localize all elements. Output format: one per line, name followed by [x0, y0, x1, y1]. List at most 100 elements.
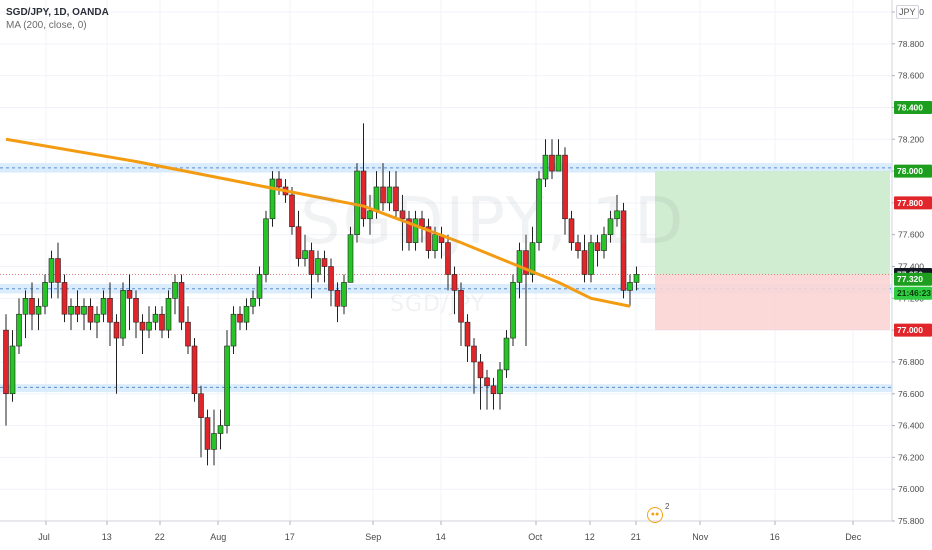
candle-up[interactable] [243, 305, 250, 323]
candle-down[interactable] [419, 218, 425, 228]
candle-up[interactable] [341, 282, 347, 307]
ma-200-line[interactable] [5, 137, 631, 308]
candle-up[interactable] [367, 210, 373, 220]
candle-up[interactable] [217, 425, 224, 434]
candle-up[interactable] [152, 313, 159, 323]
candle-down[interactable] [484, 377, 490, 387]
candle-down[interactable] [321, 258, 328, 267]
candle-down[interactable] [3, 329, 9, 395]
candle-up[interactable] [48, 258, 55, 283]
candle-up[interactable] [172, 282, 178, 299]
candle-up[interactable] [100, 298, 107, 315]
candle-up[interactable] [588, 242, 594, 275]
candle-up[interactable] [211, 433, 217, 450]
candle-up[interactable] [503, 337, 510, 371]
candle-up[interactable] [627, 282, 633, 291]
candle-up[interactable] [42, 282, 48, 307]
candle-up[interactable] [94, 313, 100, 323]
candle-up[interactable] [165, 298, 172, 331]
candle-up[interactable] [633, 274, 640, 283]
candle-up[interactable] [510, 282, 516, 339]
sr-zone-2[interactable] [0, 384, 892, 393]
candle-down[interactable] [393, 186, 399, 212]
price-label-target[interactable] [894, 100, 932, 114]
candle-up[interactable] [373, 186, 380, 212]
stop-zone[interactable] [655, 274, 890, 331]
candle-down[interactable] [55, 258, 61, 283]
candle-down[interactable] [360, 170, 367, 220]
candle-down[interactable] [620, 210, 627, 291]
candle-down[interactable] [425, 226, 432, 251]
candle-up[interactable] [230, 313, 237, 347]
candle-down[interactable] [477, 361, 484, 379]
price-label-stop[interactable] [894, 196, 932, 210]
candle-down[interactable] [549, 154, 555, 172]
candle-up[interactable] [529, 242, 536, 275]
candle-down[interactable] [308, 250, 315, 275]
candle-up[interactable] [536, 178, 542, 243]
candle-up[interactable] [302, 250, 308, 259]
candle-down[interactable] [399, 210, 406, 220]
candle-up[interactable] [250, 298, 256, 307]
candle-down[interactable] [139, 321, 146, 331]
candle-down[interactable] [464, 321, 471, 347]
candle-down[interactable] [87, 305, 94, 323]
candle-down[interactable] [204, 417, 211, 450]
candle-down[interactable] [159, 313, 165, 331]
candle-up[interactable] [607, 218, 614, 235]
candle-up[interactable] [432, 234, 438, 251]
candle-down[interactable] [458, 290, 464, 323]
candle-down[interactable] [295, 226, 302, 259]
candle-up[interactable] [542, 154, 549, 180]
candle-down[interactable] [198, 393, 204, 418]
candle-up[interactable] [315, 258, 321, 275]
candle-down[interactable] [178, 282, 185, 323]
candle-down[interactable] [328, 266, 334, 291]
candle-up[interactable] [555, 154, 562, 172]
candle-up[interactable] [16, 313, 22, 347]
candle-down[interactable] [575, 242, 581, 251]
candle-down[interactable] [289, 194, 295, 228]
event-icon[interactable]: ●● [647, 507, 663, 523]
target-zone[interactable] [655, 171, 890, 275]
candle-up[interactable] [386, 186, 393, 204]
candle-up[interactable] [614, 210, 620, 220]
candle-up[interactable] [146, 321, 152, 331]
candle-up[interactable] [224, 345, 230, 426]
candle-down[interactable] [61, 282, 68, 315]
candle-down[interactable] [581, 250, 588, 275]
candle-up[interactable] [9, 345, 16, 395]
candle-down[interactable] [445, 242, 451, 275]
candle-down[interactable] [276, 178, 282, 188]
candle-down[interactable] [562, 154, 568, 220]
candle-down[interactable] [74, 305, 81, 315]
candle-down[interactable] [185, 321, 191, 347]
candle-down[interactable] [523, 250, 529, 275]
price-label-target[interactable] [894, 164, 932, 178]
candle-down[interactable] [490, 385, 497, 395]
indicator-label[interactable]: MA (200, close, 0) [6, 20, 87, 31]
candle-up[interactable] [497, 369, 503, 395]
candle-up[interactable] [263, 218, 269, 275]
candle-down[interactable] [568, 218, 575, 243]
candle-up[interactable] [256, 274, 263, 299]
candle-down[interactable] [594, 242, 601, 251]
candle-down[interactable] [237, 313, 243, 323]
currency-badge[interactable]: JPY [896, 5, 919, 19]
candle-up[interactable] [68, 305, 74, 315]
candle-up[interactable] [35, 305, 42, 315]
candle-down[interactable] [451, 274, 458, 291]
candle-down[interactable] [380, 186, 386, 204]
candle-up[interactable] [601, 234, 607, 251]
candle-down[interactable] [113, 321, 120, 339]
candle-up[interactable] [354, 170, 360, 235]
candle-down[interactable] [126, 290, 133, 299]
candle-down[interactable] [107, 298, 113, 323]
candle-down[interactable] [406, 218, 412, 243]
candle-up[interactable] [120, 290, 126, 339]
candle-up[interactable] [22, 298, 29, 315]
candle-up[interactable] [269, 178, 276, 220]
candle-down[interactable] [133, 298, 139, 323]
price-label-stop[interactable] [894, 323, 932, 337]
